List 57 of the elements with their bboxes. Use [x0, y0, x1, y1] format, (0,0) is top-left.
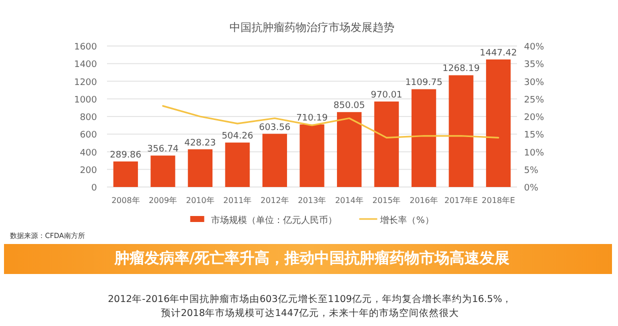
x-tick-label: 2018年E [482, 196, 516, 205]
y2-tick-label: 15% [524, 130, 544, 141]
data-label: 504.26 [222, 132, 254, 142]
y-tick-label: 1200 [74, 78, 98, 88]
bar [486, 59, 511, 187]
x-tick-label: 2009年 [148, 196, 178, 205]
y-tick-label: 400 [80, 148, 98, 158]
bar [188, 149, 212, 187]
bar [448, 75, 474, 187]
x-tick-label: 2013年 [298, 196, 326, 205]
y-tick-label: 600 [80, 130, 98, 141]
bar [262, 134, 288, 187]
data-label: 710.19 [296, 113, 328, 124]
bar [225, 142, 250, 187]
x-tick-label: 2015年 [372, 196, 401, 205]
data-label: 289.86 [110, 150, 142, 160]
y2-tick-label: 5% [524, 166, 539, 176]
y2-tick-label: 0% [524, 184, 539, 194]
y-tick-label: 0 [91, 184, 98, 194]
bar [300, 124, 324, 187]
x-tick-label: 2010年 [186, 196, 214, 205]
y2-tick-label: 30% [524, 78, 544, 88]
data-label: 603.56 [258, 122, 291, 133]
chart-title: 中国抗肿瘤药物治疗市场发展趋势 [230, 21, 394, 34]
data-label: 356.74 [147, 144, 179, 155]
y-tick-label: 1000 [74, 95, 98, 106]
x-tick-label: 2008年 [111, 196, 140, 205]
y2-tick-label: 40% [524, 42, 544, 52]
bar [336, 112, 362, 187]
text: 2012年-2016年中国抗肿瘤市场由603亿元增长至1109亿元，年均复合增长率约为16.5%， [108, 293, 512, 305]
data-label: 428.23 [184, 138, 216, 148]
y2-tick-label: 20% [524, 113, 544, 123]
y2-tick-label: 25% [524, 95, 544, 106]
x-tick-label: 2017年E [444, 196, 478, 205]
y-tick-label: 800 [80, 113, 98, 123]
y2-tick-label: 10% [524, 148, 544, 158]
bar [374, 102, 399, 187]
data-label: 1447.42 [480, 48, 517, 58]
x-tick-label: 2014年 [335, 196, 364, 205]
data-label: 1268.19 [442, 64, 480, 74]
x-tick-label: 2012年 [260, 196, 289, 205]
x-tick-label: 2016年 [410, 196, 438, 205]
data-label: 850.05 [334, 101, 366, 112]
y-tick-label: 1600 [74, 42, 98, 52]
legend-label: 增长率（%） [379, 215, 434, 226]
y-tick-label: 1400 [74, 60, 98, 70]
data-label: 970.01 [370, 90, 402, 101]
data-label: 1109.75 [405, 78, 442, 88]
text: 肿瘤发病率/死亡率升高，推动中国抗肿瘤药物市场高速发展 [113, 249, 510, 267]
bar [150, 156, 176, 187]
bar [412, 89, 436, 187]
y-tick-label: 200 [80, 166, 98, 176]
x-tick-label: 2011年 [223, 196, 252, 205]
bar [113, 161, 138, 187]
text: 预计2018年市场规模可达1447亿元，未来十年的市场空间依然很大 [160, 307, 460, 319]
legend-label: 市场规模（单位：亿元人民币） [211, 215, 338, 226]
y2-tick-label: 35% [524, 60, 544, 70]
